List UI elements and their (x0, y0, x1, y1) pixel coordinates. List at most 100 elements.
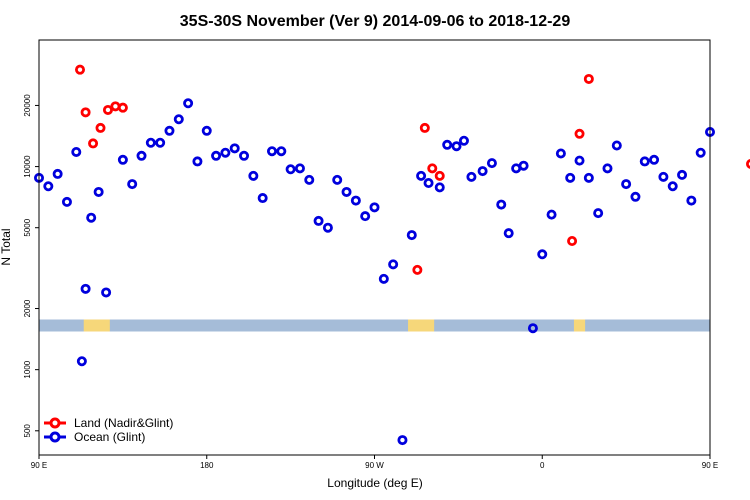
land-band-segment (573, 319, 586, 332)
legend-marker-land (49, 417, 61, 429)
ocean-point (649, 154, 660, 165)
ocean-point (71, 146, 82, 157)
ocean-point (639, 156, 650, 167)
data-points (34, 64, 750, 446)
ocean-point (602, 163, 613, 174)
y-tick-label: 5000 (23, 218, 32, 236)
land-point (574, 128, 585, 139)
land-point (117, 102, 128, 113)
ocean-point (434, 182, 445, 193)
ocean-point (458, 135, 469, 146)
ocean-point (667, 181, 678, 192)
ocean-point (686, 195, 697, 206)
ocean-point (61, 196, 72, 207)
ocean-point (611, 140, 622, 151)
ocean-point (486, 158, 497, 169)
land-point (75, 64, 86, 75)
ocean-point (378, 273, 389, 284)
ocean-point (565, 172, 576, 183)
land-band-segment (83, 319, 110, 332)
ocean-point (76, 356, 87, 367)
legend-label-land: Land (Nadir&Glint) (74, 416, 173, 430)
ocean-point (621, 179, 632, 190)
ocean-point (201, 125, 212, 136)
ocean-point (695, 147, 706, 158)
chart-title: 35S-30S November (Ver 9) 2014-09-06 to 2… (180, 13, 571, 30)
ocean-point (503, 228, 514, 239)
ocean-point (332, 174, 343, 185)
ocean-point (155, 137, 166, 148)
ocean-point (397, 435, 408, 446)
land-point (95, 122, 106, 133)
ocean-point (192, 156, 203, 167)
ocean-point (80, 283, 91, 294)
ocean-point (117, 154, 128, 165)
ocean-point (276, 146, 287, 157)
ocean-point (220, 147, 231, 158)
ocean-point (294, 163, 305, 174)
y-tick-label: 20000 (23, 94, 32, 117)
land-mask-band (39, 319, 710, 332)
ocean-point (658, 171, 669, 182)
x-tick-label: 90 E (31, 461, 47, 470)
ocean-point (211, 150, 222, 161)
x-tick-label: 90 W (365, 461, 384, 470)
ocean-point (630, 191, 641, 202)
ocean-point (442, 139, 453, 150)
land-point (88, 138, 99, 149)
ocean-point (416, 170, 427, 181)
ocean-point (555, 148, 566, 159)
legend-marker-ocean (49, 431, 61, 443)
ocean-point (388, 259, 399, 270)
ocean-point (451, 141, 462, 152)
ocean-point (266, 146, 277, 157)
ocean-point (145, 137, 156, 148)
x-tick-label: 90 E (702, 461, 718, 470)
land-point (102, 104, 113, 115)
land-point (110, 101, 121, 112)
ocean-point (93, 186, 104, 197)
ocean-point (285, 164, 296, 175)
ocean-point (546, 209, 557, 220)
ocean-point (248, 170, 259, 181)
ocean-point (677, 169, 688, 180)
y-tick-label: 1000 (23, 360, 32, 378)
land-point (567, 236, 578, 247)
ocean-point (52, 168, 63, 179)
ocean-point (164, 125, 175, 136)
ocean-point (304, 174, 315, 185)
y-axis-label: N Total (0, 228, 13, 265)
axis-ticks: 90 E 180 90 W 0 90 E 500 1000 2000 5000 10000 2000… (23, 94, 718, 470)
land-point (80, 107, 91, 118)
ocean-point (369, 202, 380, 213)
plot-frame (38, 39, 711, 456)
legend-label-ocean: Ocean (Glint) (74, 430, 145, 444)
ocean-point (406, 230, 417, 241)
ocean-point (350, 195, 361, 206)
ocean-point (322, 222, 333, 233)
ocean-point (423, 178, 434, 189)
ocean-point (496, 199, 507, 210)
ocean-point (313, 215, 324, 226)
y-tick-label: 500 (23, 424, 32, 438)
ocean-point (43, 181, 54, 192)
land-point (419, 122, 430, 133)
legend: Land (Nadir&Glint) Ocean (Glint) (44, 416, 173, 444)
ocean-point (537, 249, 548, 260)
ocean-point (574, 155, 585, 166)
ocean-point (583, 172, 594, 183)
ocean-point (518, 160, 529, 171)
ocean-point (360, 211, 371, 222)
land-point (412, 264, 423, 275)
y-tick-label: 2000 (23, 299, 32, 317)
land-point (583, 73, 594, 84)
land-point (427, 163, 438, 174)
ocean-point (477, 166, 488, 177)
ocean-point (86, 212, 97, 223)
ocean-point (229, 143, 240, 154)
ocean-point (127, 179, 138, 190)
ocean-point (341, 186, 352, 197)
land-point (434, 170, 445, 181)
x-tick-label: 180 (200, 461, 214, 470)
